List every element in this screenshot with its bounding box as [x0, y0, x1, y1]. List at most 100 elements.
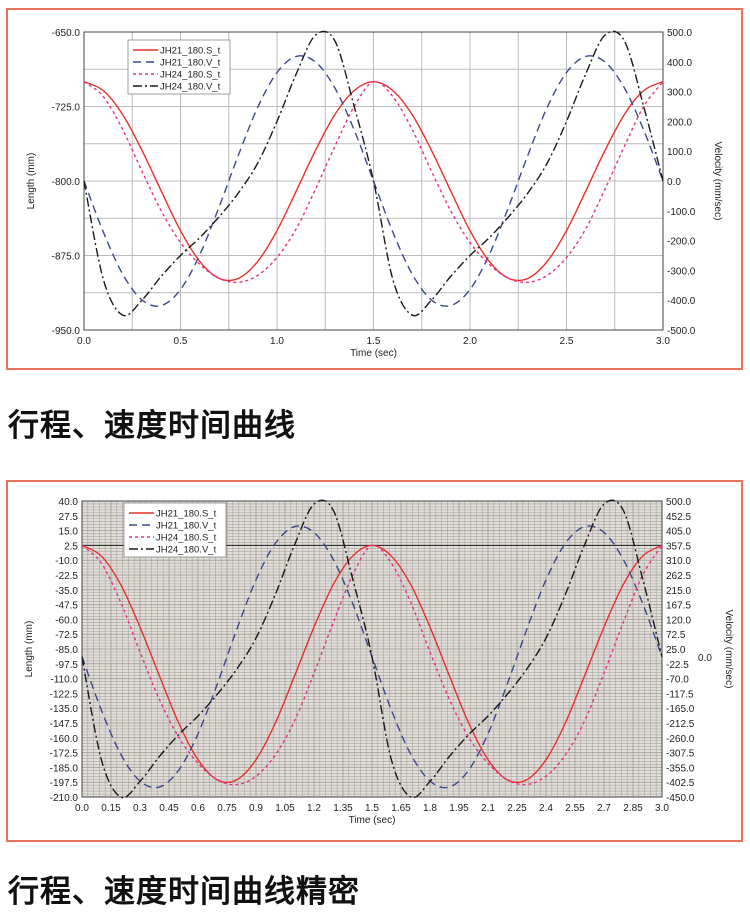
y2-tick-label: 0.0: [698, 653, 712, 664]
series-line-jh21-180-v-t: [83, 55, 664, 307]
x-tick-label: 1.2: [307, 803, 321, 814]
x-tick-label: 2.85: [623, 803, 643, 814]
y-tick-label: -725.0: [52, 103, 81, 114]
y2-tick-label: -200.0: [667, 237, 696, 248]
chart-panel-2: [6, 480, 743, 842]
y2-tick-label: -500.0: [667, 326, 696, 337]
y2-tick-label: -212.5: [666, 719, 695, 730]
legend-label: JH24_180.V_t: [160, 82, 221, 93]
y-tick-label: -197.5: [50, 778, 79, 789]
y-tick-label: -210.0: [50, 793, 79, 804]
chart-1: 0.0 0.5 1.0 1.5 2.0 2.5 3.0 -650.0 -725.0 -800.0 -…: [26, 28, 723, 359]
y2-tick-label: 405.0: [666, 527, 691, 538]
caption-2: 行程、速度时间曲线精密: [8, 874, 360, 910]
x-tick-label: 2.0: [463, 336, 477, 347]
y-tick-label: -22.5: [55, 571, 78, 582]
x-tick-label: 0.45: [159, 803, 179, 814]
y-tick-label: -185.0: [50, 763, 79, 774]
y2-tick-label: 452.5: [666, 512, 691, 523]
x-tick-label: 1.95: [449, 803, 469, 814]
x-axis-label: Time (sec): [349, 815, 396, 826]
series-line-jh24-180-s-t: [81, 544, 663, 786]
y-tick-label: -650.0: [52, 28, 81, 39]
x-tick-label: 1.0: [270, 336, 284, 347]
y2-tick-label: 120.0: [666, 615, 691, 626]
y2-tick-label: 310.0: [666, 556, 691, 567]
y-tick-label: -47.5: [55, 601, 78, 612]
y2-tick-label: 72.5: [666, 630, 686, 641]
legend-label: JH21_180.V_t: [156, 521, 217, 532]
y2-tick-label: 215.0: [666, 586, 691, 597]
x-tick-label: 0.9: [249, 803, 263, 814]
x-tick-label: 1.8: [423, 803, 437, 814]
y2-tick-label: 300.0: [667, 88, 692, 99]
y-axis-label: Length (mm): [26, 153, 37, 210]
y-tick-label: -147.5: [50, 719, 79, 730]
y-tick-label: -135.0: [50, 704, 79, 715]
legend-label: JH21_180.S_t: [160, 46, 221, 57]
y-tick-label: -950.0: [52, 326, 81, 337]
y2-tick-label: -450.0: [666, 793, 695, 804]
x-tick-label: 2.5: [560, 336, 574, 347]
y-tick-label: -35.0: [55, 586, 78, 597]
y-tick-label: -60.0: [55, 615, 78, 626]
x-tick-label: 0.0: [75, 803, 89, 814]
y-tick-label: -875.0: [52, 252, 81, 263]
y2-tick-label: 262.5: [666, 571, 691, 582]
legend-label: JH24_180.V_t: [156, 545, 217, 556]
y2-tick-label: -400.0: [667, 296, 696, 307]
y2-tick-label: 167.5: [666, 601, 691, 612]
y-tick-label: 2.5: [64, 541, 78, 552]
y-tick-label: -97.5: [55, 660, 78, 671]
x-tick-label: 0.3: [133, 803, 147, 814]
y-tick-label: -122.5: [50, 689, 79, 700]
x-tick-label: 3.0: [655, 803, 669, 814]
y2-axis-label: Velocity (mm/sec): [723, 610, 734, 689]
x-tick-label: 2.4: [539, 803, 553, 814]
x-tick-label: 0.0: [77, 336, 91, 347]
x-tick-label: 0.6: [191, 803, 205, 814]
y2-tick-label: 500.0: [666, 497, 691, 508]
x-tick-label: 1.5: [365, 803, 379, 814]
y2-tick-label: -307.5: [666, 749, 695, 760]
y2-tick-label: 0.0: [667, 177, 681, 188]
y-tick-label: -160.0: [50, 734, 79, 745]
legend-label: JH21_180.S_t: [156, 509, 217, 520]
y-axis-label: Length (mm): [24, 621, 35, 678]
x-tick-label: 0.15: [101, 803, 121, 814]
y-tick-label: -172.5: [50, 749, 79, 760]
caption-1: 行程、速度时间曲线: [8, 408, 296, 444]
y-tick-label: 15.0: [59, 527, 79, 538]
plot-frame: [81, 500, 663, 798]
y2-tick-label: 200.0: [667, 117, 692, 128]
x-tick-label: 0.75: [217, 803, 237, 814]
x-axis-label: Time (sec): [350, 348, 397, 359]
chart-2: 0.0 0.15 0.3 0.45 0.6 0.75 0.9 1.05 1.2 1.35 1.5 1.…: [24, 497, 734, 826]
x-tick-label: 1.5: [367, 336, 381, 347]
x-tick-label: 2.25: [507, 803, 527, 814]
y2-tick-label: -300.0: [667, 266, 696, 277]
y-tick-label: -800.0: [52, 177, 81, 188]
x-tick-label: 1.35: [333, 803, 353, 814]
legend-label: JH24_180.S_t: [156, 533, 217, 544]
y2-tick-label: -165.0: [666, 704, 695, 715]
legend-label: JH21_180.V_t: [160, 58, 221, 69]
y-tick-label: -85.0: [55, 645, 78, 656]
y-tick-label: -72.5: [55, 630, 78, 641]
y2-tick-label: 400.0: [667, 58, 692, 69]
x-tick-label: 0.5: [174, 336, 188, 347]
y2-tick-label: 500.0: [667, 28, 692, 39]
y2-tick-label: 357.5: [666, 541, 691, 552]
y2-tick-label: -22.5: [666, 660, 689, 671]
x-tick-label: 1.65: [391, 803, 411, 814]
y-tick-label: -10.0: [55, 556, 78, 567]
y-tick-label: -110.0: [50, 675, 78, 686]
y2-tick-label: -260.0: [666, 734, 695, 745]
x-tick-label: 2.1: [481, 803, 495, 814]
legend-label: JH24_180.S_t: [160, 70, 221, 81]
y2-tick-label: 100.0: [667, 147, 692, 158]
y2-tick-label: -100.0: [667, 207, 696, 218]
x-tick-label: 2.55: [565, 803, 585, 814]
y-tick-label: 27.5: [59, 512, 79, 523]
y2-tick-label: -402.5: [666, 778, 695, 789]
